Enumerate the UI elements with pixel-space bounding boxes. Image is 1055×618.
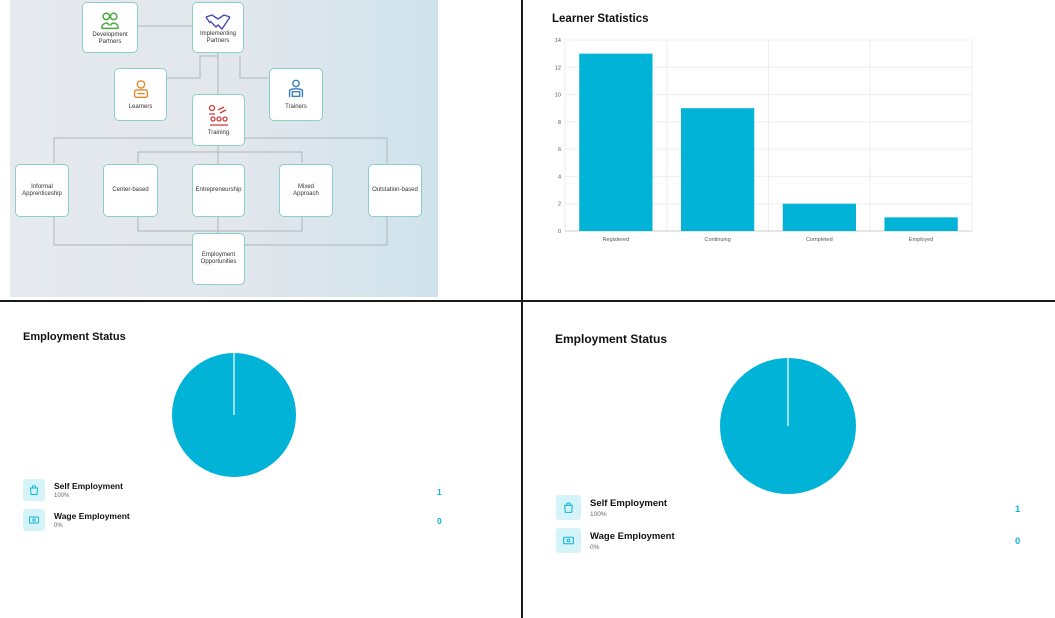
node-label: Outstation-based (372, 187, 418, 193)
bar (782, 203, 857, 231)
y-tick-label: 8 (558, 120, 561, 126)
x-tick-label: Continuing (704, 237, 730, 243)
x-tick-label: Employed (909, 237, 933, 243)
legend-percent: 100% (54, 493, 70, 499)
cash-icon (556, 528, 581, 553)
node-label: Entrepreneurship (195, 187, 242, 193)
node-label: Trainers (285, 104, 307, 110)
legend-wage-employment: Wage Employment 0% (23, 509, 130, 531)
node-development-partners: Development Partners (82, 2, 138, 53)
node-label: Mixed Approach (293, 183, 319, 197)
y-tick-label: 12 (555, 65, 561, 71)
employment-status-title: Employment Status (555, 332, 668, 346)
legend-wage-employment: Wage Employment 0% (556, 528, 675, 553)
bar (680, 108, 755, 231)
y-tick-label: 10 (555, 93, 561, 99)
legend-name: Wage Employment (54, 511, 130, 521)
people-icon (101, 11, 119, 29)
node-learners: Learners (114, 68, 167, 121)
node-implementing-partners: Implementing Partners (192, 2, 244, 53)
x-tick-label: Completed (806, 237, 833, 243)
y-tick-label: 2 (558, 202, 561, 208)
node-trainers: Trainers (269, 68, 323, 121)
legend-count: 0 (437, 516, 442, 526)
node-label: Center-based (112, 187, 149, 193)
legend-self-employment: Self Employment 100% (556, 495, 667, 520)
trainer-icon (288, 79, 304, 98)
node-label: Informal Apprenticeship (22, 183, 62, 197)
y-tick-label: 6 (558, 147, 561, 153)
employment-pie-chart (720, 358, 856, 494)
legend-name: Wage Employment (590, 530, 675, 542)
node-label: Implementing Partners (199, 30, 237, 44)
legend-name: Self Employment (590, 497, 668, 509)
node-outstation-based: Outstation-based (368, 164, 422, 217)
legend-count: 1 (1015, 504, 1021, 515)
learner-statistics-title: Learner Statistics (552, 13, 649, 25)
learner-icon (133, 80, 148, 98)
legend-percent: 0% (590, 543, 600, 551)
node-mixed-approach: Mixed Approach (279, 164, 333, 217)
classroom-icon (208, 104, 228, 126)
node-label: Training (207, 129, 230, 136)
program-flowchart: Development Partners Implementing Partne… (10, 0, 438, 297)
learner-statistics-chart: 0 2 4 6 8 10 12 14 Registered Continuing Completed… (555, 38, 973, 243)
node-employment-opportunities: Employment Opportunities (192, 233, 245, 285)
node-label: Development Partners (92, 31, 128, 45)
handshake-icon (205, 13, 231, 30)
bag-icon (23, 479, 45, 501)
legend-percent: 100% (590, 510, 607, 518)
legend-count: 1 (437, 487, 442, 497)
employment-pie-chart (172, 353, 296, 477)
node-label: Employment Opportunities (200, 252, 237, 265)
node-entrepreneurship: Entrepreneurship (192, 164, 245, 217)
employment-status-title: Employment Status (23, 331, 126, 343)
bar (579, 53, 653, 232)
node-label: Learners (128, 104, 153, 110)
cash-icon (23, 509, 45, 531)
legend-name: Self Employment (54, 481, 123, 491)
node-training: Training (192, 94, 245, 146)
node-center-based: Center-based (103, 164, 158, 217)
x-tick-label: Registered (603, 237, 630, 243)
legend-percent: 0% (54, 523, 63, 529)
legend-self-employment: Self Employment 100% (23, 479, 123, 501)
y-tick-label: 14 (555, 38, 561, 44)
legend-count: 0 (1015, 536, 1021, 547)
node-informal-apprenticeship: Informal Apprenticeship (15, 164, 69, 217)
bar (884, 217, 958, 231)
quadrant-divider-horizontal (0, 300, 1055, 302)
quadrant-divider-vertical (521, 0, 523, 618)
y-tick-label: 0 (558, 229, 561, 235)
y-tick-label: 4 (558, 174, 561, 180)
bag-icon (556, 495, 581, 520)
